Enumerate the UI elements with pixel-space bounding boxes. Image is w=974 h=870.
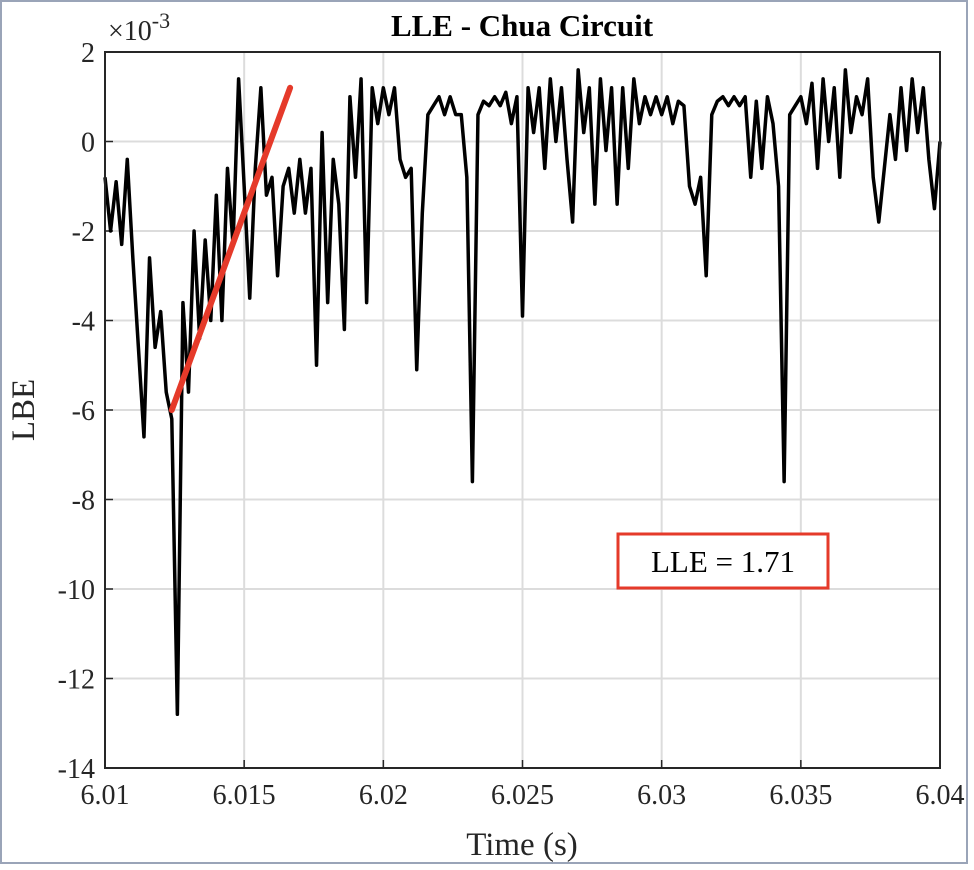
y-tick-label: -8 (72, 486, 95, 517)
y-tick-label: -6 (72, 396, 95, 427)
y-multiplier: ×10-3 (108, 8, 170, 47)
annotation-box (616, 532, 830, 590)
x-tick-label: 6.02 (359, 780, 408, 811)
x-tick-label: 6.035 (769, 780, 832, 811)
trend-line (168, 84, 294, 413)
data-line (103, 68, 942, 717)
chart-title: LLE - Chua Circuit (391, 8, 654, 43)
x-tick-label: 6.025 (491, 780, 554, 811)
annotation: LLE = 1.71 (651, 544, 795, 579)
x-tick-label: 6.04 (916, 780, 965, 811)
multiplier-exponent: -3 (152, 8, 170, 33)
plot-area: -14 -12 -10 -8 -6 -4 -2 0 2 6.01 6.015 6.02 6.025 6.0… (58, 38, 965, 811)
y-tick-label: -10 (58, 575, 95, 606)
y-tick-label: 2 (81, 38, 95, 69)
y-axis-label: LBE (6, 379, 42, 441)
y-tick-label: -14 (58, 754, 95, 785)
axes-box (104, 51, 941, 769)
x-tick-label: 6.01 (81, 780, 130, 811)
x-axis-label: Time (s) (466, 827, 578, 863)
y-tick-label: -4 (72, 307, 95, 338)
multiplier-base: ×10 (108, 16, 152, 47)
y-tick-label: 0 (81, 128, 95, 159)
y-tick-label: -2 (72, 217, 95, 248)
y-tick-label: -12 (58, 665, 95, 696)
x-tick-label: 6.015 (213, 780, 276, 811)
x-tick-label: 6.03 (637, 780, 686, 811)
